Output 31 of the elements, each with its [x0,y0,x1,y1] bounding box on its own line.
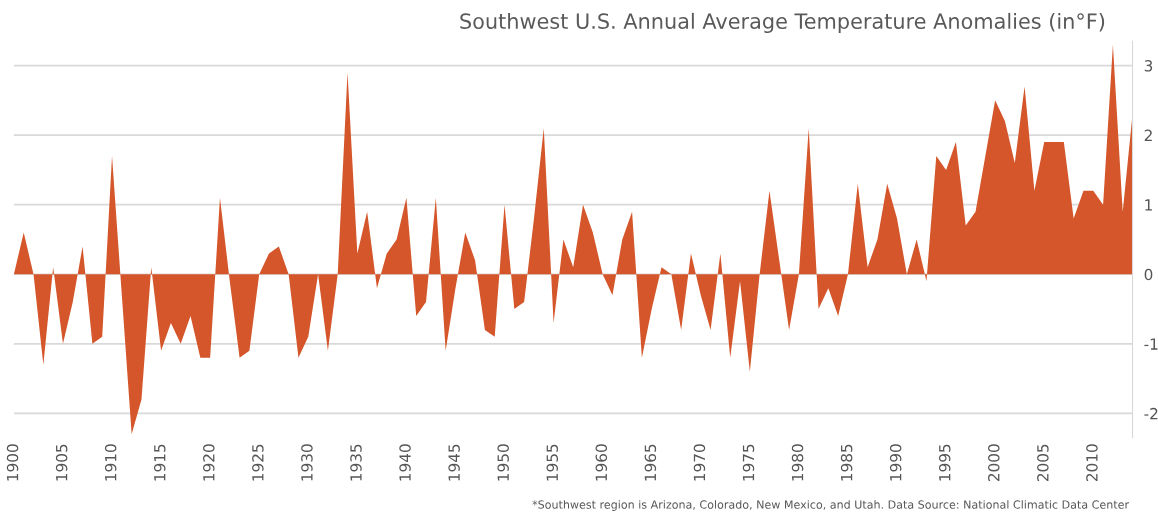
x-tick-label: 1990 [889,444,902,481]
y-tick-label: 2 [1144,129,1152,141]
y-tick-label: 0 [1144,268,1153,281]
y-tick-label: -2 [1144,407,1158,420]
x-tick-label: 1915 [153,444,166,481]
text: *Southwest region is Arizona, Colorado, New Mexico, and Utah. Data Source: National Climatic Data Center [532,500,1130,511]
y-tick-label: 1 [1145,199,1152,211]
x-tick-label: 1955 [546,444,559,481]
x-tick-label: 1900 [6,444,19,481]
x-tick-label: 1985 [840,444,853,481]
x-tick-label: 1965 [644,444,657,481]
chart-title: Southwest U.S. Annual Average Temperature Anomalies (in°F) [460,12,1105,34]
x-tick-label: 1910 [104,444,117,481]
x-tick-label: 1945 [448,444,460,481]
x-tick-label: 1930 [301,444,313,481]
x-tick-label: 1935 [350,444,362,481]
y-tick-label: 3 [1144,60,1153,72]
x-tick-label: 2005 [1037,444,1049,482]
y-tick-label: -1 [1144,338,1158,350]
x-tick-label: 1920 [203,444,215,481]
x-tick-label: 1975 [742,444,755,481]
x-tick-label: 1980 [791,444,804,481]
x-tick-label: 1995 [938,444,951,481]
x-tick-label: 1950 [497,444,509,481]
x-tick-label: 1905 [55,444,68,481]
x-tick-label: 1925 [252,444,264,481]
x-tick-label: 2000 [988,444,1000,482]
x-tick-label: 1970 [693,444,706,481]
x-tick-label: 1960 [595,444,608,481]
x-tick-label: 1940 [399,444,411,481]
x-tick-label: 2010 [1086,444,1098,482]
